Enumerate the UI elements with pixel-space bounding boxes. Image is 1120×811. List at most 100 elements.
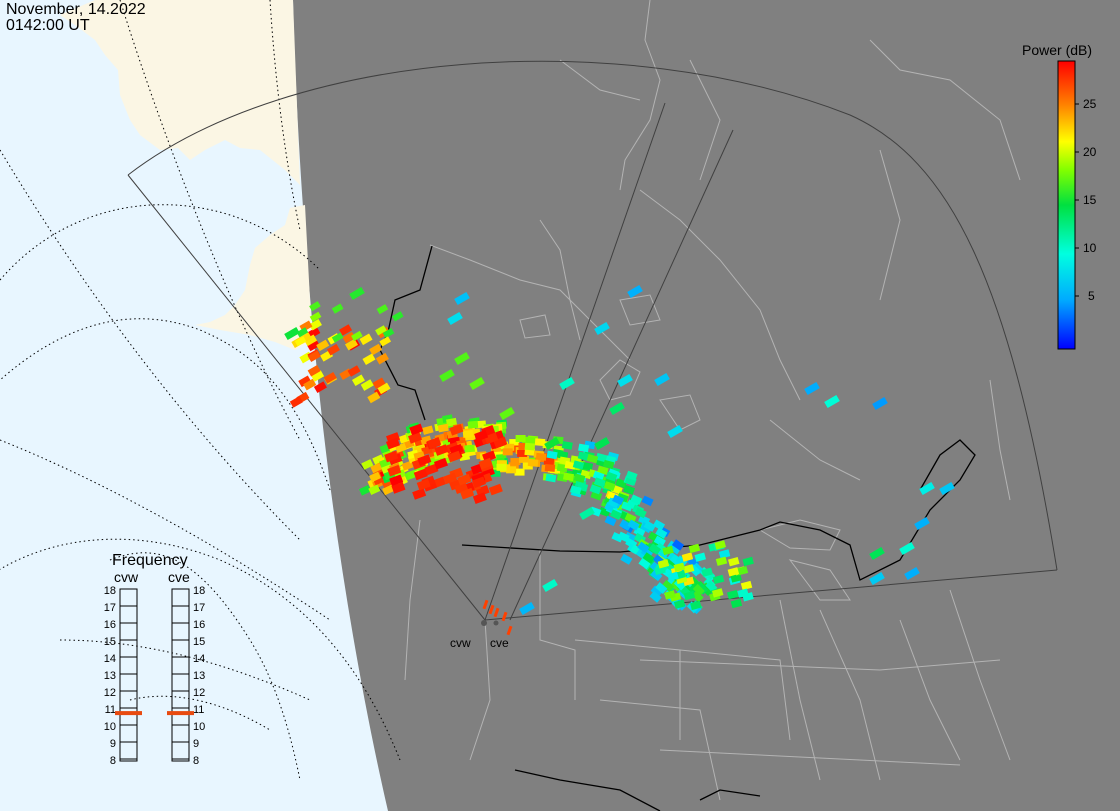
backscatter-cell (594, 436, 610, 451)
backscatter-cell (345, 338, 359, 351)
backscatter-cell (359, 333, 373, 346)
frequency-scale: 18 17 16 15 14 13 12 11 10 9 8 18 17 16 15 14 13 12 11 10 9 8 (104, 585, 206, 767)
backscatter-cell (294, 336, 307, 347)
backscatter-cell (384, 450, 399, 463)
backscatter-cell (642, 552, 655, 564)
backscatter-cell (545, 473, 557, 483)
latitude-lines (0, 204, 401, 781)
colorbar-tick-5: 5 (1088, 289, 1095, 303)
backscatter-cell (447, 450, 462, 463)
backscatter-cell (602, 459, 615, 470)
backscatter-cell (506, 625, 513, 636)
backscatter-cell (490, 469, 501, 477)
longitude-lines (0, 0, 331, 701)
frequency-column-cve (171, 588, 190, 762)
backscatter-cell (914, 516, 930, 531)
backscatter-cell (412, 488, 427, 500)
backscatter-cell (369, 471, 382, 483)
backscatter-cell (367, 391, 381, 404)
backscatter-cell (391, 311, 404, 322)
backscatter-cell (351, 330, 363, 342)
backscatter-cell (535, 452, 547, 461)
backscatter-cell (619, 519, 632, 531)
backscatter-cell (562, 472, 575, 482)
backscatter-cell (304, 334, 318, 347)
backscatter-cell (499, 406, 515, 421)
backscatter-cell (673, 562, 685, 572)
backscatter-cell (370, 462, 383, 474)
backscatter-cell (673, 599, 686, 609)
backscatter-cell (296, 327, 309, 338)
cve-site-marker (493, 620, 499, 626)
time-label: 0142:00 UT (6, 17, 90, 34)
backscatter-cell (637, 541, 650, 554)
backscatter-cell (899, 541, 915, 556)
backscatter-cell (727, 567, 740, 577)
backscatter-cell (454, 291, 470, 306)
frequency-tick-label: 16 (104, 619, 116, 631)
day-ocean (0, 0, 388, 811)
backscatter-cell (502, 448, 513, 456)
backscatter-cell (307, 364, 321, 377)
backscatter-cell (543, 457, 555, 466)
backscatter-cell (564, 460, 576, 470)
backscatter-cell (649, 590, 662, 603)
backscatter-cell (504, 443, 515, 451)
backscatter-cell (349, 286, 365, 301)
frequency-cvw-label: cvw (114, 569, 139, 585)
backscatter-cell (736, 566, 749, 576)
backscatter-cell (309, 301, 321, 312)
backscatter-cell (715, 556, 728, 566)
backscatter-cell (524, 442, 536, 451)
backscatter-cell (362, 353, 376, 366)
cvw-site-marker (481, 620, 487, 626)
backscatter-cell (347, 365, 361, 377)
backscatter-cell (351, 374, 365, 387)
backscatter-cell (369, 343, 383, 356)
backscatter-cell (690, 600, 702, 611)
colorbar-gradient (1057, 60, 1076, 350)
backscatter-cell (573, 473, 586, 483)
backscatter-cell (307, 350, 321, 363)
frequency-panel: Frequency cvw cve 1817161514131211109818… (104, 552, 206, 767)
backscatter-cell (688, 543, 701, 554)
backscatter-cell (519, 455, 530, 463)
backscatter-cell (544, 464, 556, 472)
colorbar-title: Power (dB) (1022, 42, 1092, 58)
power-colorbar: Power (dB) 25 20 15 10 5 (1022, 42, 1097, 350)
backscatter-cell (303, 378, 317, 391)
backscatter-cell (449, 423, 464, 436)
backscatter-cell (506, 466, 517, 474)
backscatter-cell (611, 531, 624, 543)
backscatter-cell (313, 381, 327, 393)
frequency-tick-label: 16 (193, 619, 205, 631)
backscatter-cell (595, 452, 608, 463)
backscatter-cell (624, 532, 637, 543)
backscatter-cell (593, 477, 606, 488)
backscatter-cell (740, 580, 753, 591)
frequency-tick-label: 15 (193, 636, 205, 648)
backscatter-cell (422, 425, 434, 435)
backscatter-cell (387, 464, 402, 477)
backscatter-cell (701, 567, 713, 577)
backscatter-cell (620, 553, 633, 565)
backscatter-cell (382, 484, 395, 496)
backscatter-cell (372, 377, 386, 390)
backscatter-cell (433, 457, 448, 470)
backscatter-cell (607, 497, 620, 509)
backscatter-cell (654, 372, 670, 387)
backscatter-cell (609, 509, 622, 520)
backscatter-cell (869, 546, 885, 561)
backscatter-cell (443, 472, 458, 485)
frequency-tick-label: 18 (104, 585, 116, 597)
backscatter-cell (360, 379, 374, 391)
frequency-indicator-cve (167, 711, 194, 716)
backscatter-cell (339, 324, 353, 336)
backscatter-cell (376, 304, 389, 315)
political-boundaries (404, 0, 1021, 801)
backscatter-cell (624, 512, 637, 524)
backscatter-cell (579, 506, 595, 521)
backscatter-cell (612, 494, 625, 506)
frequency-column-cvw (119, 588, 138, 762)
